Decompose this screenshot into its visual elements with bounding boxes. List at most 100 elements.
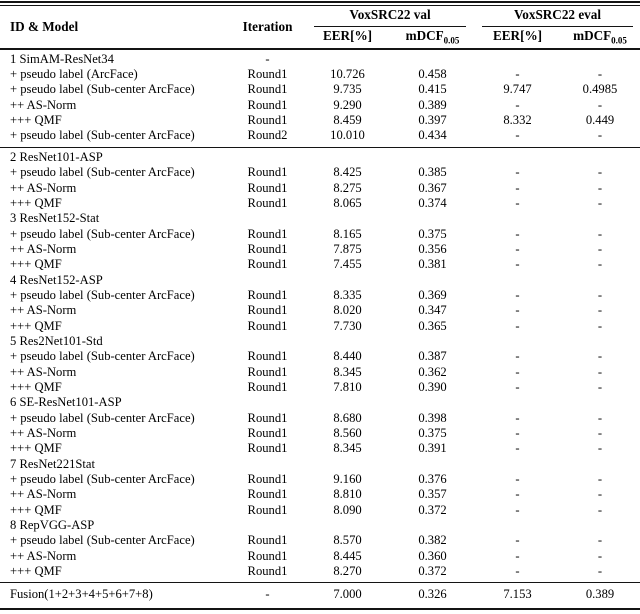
val-mdcf-cell: 0.382 [418, 533, 447, 548]
val-mdcf-cell: 0.391 [418, 441, 447, 456]
val-mdcf-cell: 0.367 [418, 180, 447, 195]
table-row: ++ AS-Norm Round1 8.275 0.367 - - [0, 180, 640, 195]
model-cell: ++ AS-Norm [10, 364, 77, 379]
eval-eer-cell: - [515, 318, 520, 333]
iteration-cell: Round1 [247, 441, 288, 456]
eval-mdcf-cell: - [597, 257, 603, 272]
model-cell: +++ QMF [10, 113, 62, 128]
table-row: 7 ResNet221Stat [0, 457, 640, 472]
iteration-cell: Round2 [247, 128, 288, 143]
model-cell: ++ AS-Norm [10, 487, 77, 502]
col-group-voxsrc22-eval: VoxSRC22 eval [475, 7, 640, 27]
val-eer-cell: 7.875 [333, 241, 362, 256]
eval-eer-cell: - [515, 364, 520, 379]
val-mdcf-cell: 0.365 [418, 318, 447, 333]
eval-mdcf-cell: - [597, 97, 603, 112]
eval-eer-cell: - [515, 128, 520, 143]
eval-mdcf-cell: - [597, 165, 603, 180]
model-cell: + pseudo label (Sub-center ArcFace) [10, 128, 195, 143]
val-mdcf-cell: 0.387 [418, 349, 447, 364]
table-row: 3 ResNet152-Stat [0, 211, 640, 226]
table-row: 8 RepVGG-ASP [0, 518, 640, 533]
model-cell: + pseudo label (Sub-center ArcFace) [10, 349, 195, 364]
val-eer-cell: 10.010 [330, 128, 365, 143]
iteration-cell: Round1 [247, 410, 288, 425]
iteration-cell: Round1 [247, 472, 288, 487]
iteration-cell: Round1 [247, 349, 288, 364]
val-eer-cell: 8.440 [333, 349, 362, 364]
eval-mdcf-cell: - [597, 180, 603, 195]
model-cell: 1 SimAM-ResNet34 [10, 51, 114, 66]
model-cell: + pseudo label (ArcFace) [10, 67, 138, 82]
val-eer-cell: 8.345 [333, 441, 362, 456]
iteration-cell: Round1 [247, 502, 288, 517]
model-cell: + pseudo label (Sub-center ArcFace) [10, 82, 195, 97]
val-eer-cell: 8.335 [333, 287, 362, 302]
val-mdcf-subscript: 0.05 [443, 35, 460, 46]
model-cell: + pseudo label (Sub-center ArcFace) [10, 410, 195, 425]
table-row: + pseudo label (Sub-center ArcFace) Roun… [0, 411, 640, 426]
eval-eer-cell: - [515, 472, 520, 487]
table-row: + pseudo label (Sub-center ArcFace) Roun… [0, 349, 640, 364]
table-row: 6 SE-ResNet101-ASP [0, 395, 640, 410]
iteration-cell: Round1 [247, 287, 288, 302]
table-row: + pseudo label (Sub-center ArcFace) Roun… [0, 226, 640, 241]
col-header-id-model: ID & Model [10, 18, 79, 34]
val-mdcf-cell: 0.357 [418, 487, 447, 502]
model-cell: ++ AS-Norm [10, 303, 77, 318]
val-eer-cell: 8.345 [333, 364, 362, 379]
val-mdcf-cell: 0.415 [418, 82, 447, 97]
model-cell: ++ AS-Norm [10, 426, 77, 441]
val-mdcf-cell: 0.375 [418, 226, 447, 241]
val-mdcf-cell: 0.347 [418, 303, 447, 318]
table-row: +++ QMF Round1 8.270 0.372 - - [0, 564, 640, 579]
eval-mdcf-cell: - [597, 303, 603, 318]
model-cell: + pseudo label (Sub-center ArcFace) [10, 287, 195, 302]
iteration-cell: Round1 [247, 67, 288, 82]
eval-mdcf-cell: 0.4985 [582, 82, 618, 97]
eval-mdcf-cell: - [597, 564, 603, 579]
model-cell: 4 ResNet152-ASP [10, 272, 103, 287]
iteration-cell: Round1 [247, 257, 288, 272]
iteration-cell: Round1 [247, 303, 288, 318]
table-bottom-rule [0, 608, 640, 611]
eval-eer-cell: - [515, 487, 520, 502]
eval-mdcf-cell: - [597, 287, 603, 302]
model-cell: ++ AS-Norm [10, 241, 77, 256]
header-bottom-rule [0, 47, 640, 50]
table-row: + pseudo label (ArcFace) Round1 10.726 0… [0, 67, 640, 82]
val-eer-cell: 7.000 [333, 587, 362, 602]
iteration-cell: - [265, 587, 270, 602]
val-eer-cell: 8.065 [333, 195, 362, 210]
iteration-cell: Round1 [247, 113, 288, 128]
eval-mdcf-cell: - [597, 364, 603, 379]
table-row: +++ QMF Round1 8.459 0.397 8.332 0.449 [0, 113, 640, 128]
eval-eer-cell: 7.153 [503, 587, 532, 602]
val-mdcf-cell: 0.389 [418, 97, 447, 112]
val-eer-cell: 8.270 [333, 564, 362, 579]
table-row: ++ AS-Norm Round1 8.020 0.347 - - [0, 303, 640, 318]
val-eer-cell: 8.459 [333, 113, 362, 128]
eval-eer-cell: 8.332 [503, 113, 532, 128]
val-mdcf-cell: 0.434 [418, 128, 447, 143]
table-row: + pseudo label (Sub-center ArcFace) Roun… [0, 165, 640, 180]
eval-mdcf-cell: - [597, 349, 603, 364]
table-row: 2 ResNet101-ASP [0, 150, 640, 165]
val-mdcf-cell: 0.362 [418, 364, 447, 379]
model-cell: +++ QMF [10, 257, 62, 272]
eval-mdcf-subscript: 0.05 [611, 35, 627, 46]
iteration-cell: Round1 [247, 426, 288, 441]
eval-mdcf-cell: - [597, 226, 603, 241]
eval-mdcf-cell: - [597, 195, 603, 210]
eval-eer-cell: - [515, 67, 520, 82]
model-cell: 2 ResNet101-ASP [10, 149, 103, 164]
eval-eer-cell: - [515, 195, 520, 210]
eval-eer-cell: - [515, 303, 520, 318]
val-mdcf-cell: 0.458 [418, 67, 447, 82]
eval-eer-cell: - [515, 548, 520, 563]
eval-eer-cell: - [515, 502, 520, 517]
table-row: + pseudo label (Sub-center ArcFace) Roun… [0, 472, 640, 487]
val-eer-cell: 9.160 [333, 472, 362, 487]
model-cell: ++ AS-Norm [10, 548, 77, 563]
model-cell: ++ AS-Norm [10, 180, 77, 195]
